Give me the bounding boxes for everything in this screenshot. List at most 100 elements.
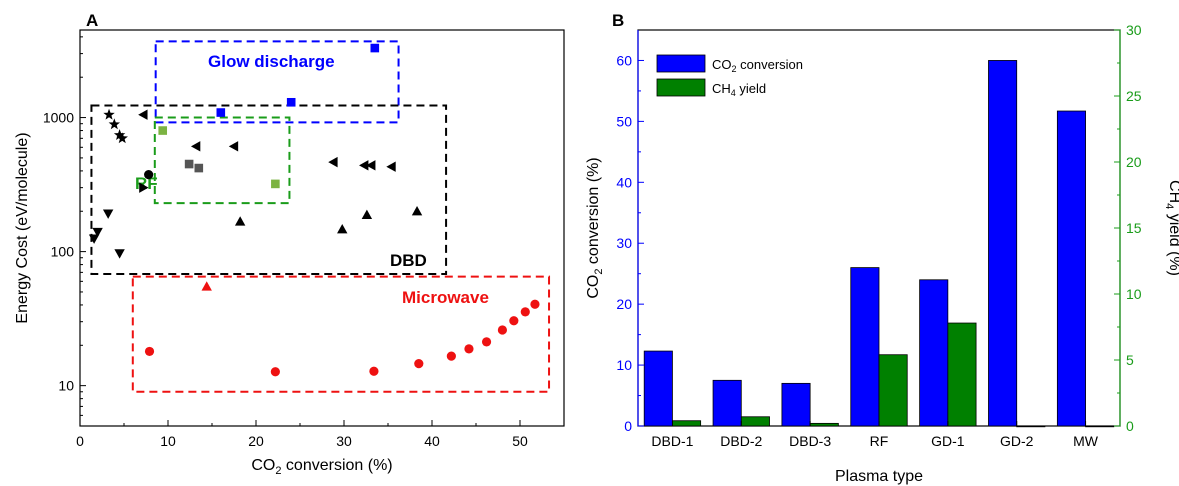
data-point-circle: [446, 351, 456, 361]
data-point-square: [271, 179, 280, 189]
data-point-circle: [481, 337, 492, 347]
data-point-triangle-down: [92, 227, 103, 238]
data-point-square: [194, 163, 204, 173]
data-point-square: [286, 97, 296, 107]
x-tick-label: GD-1: [931, 433, 965, 449]
right-y-tick-label: 15: [1126, 220, 1142, 236]
data-point-triangle-left: [366, 160, 376, 171]
legend-label-ch4: CH4 yield: [712, 81, 766, 98]
data-point-circle: [520, 307, 530, 317]
data-point-star: [116, 132, 128, 144]
right-y-tick-label: 20: [1126, 154, 1142, 170]
x-tick-label: DBD-2: [720, 433, 762, 449]
panel-a: A Glow discharge RF DBD Microwave 0 10 20 3…: [14, 11, 565, 477]
panel-b: B DBD-1 DBD-2 DBD-3 RF GD-1 GD-2 MW 0 10 20 30 40 5…: [585, 11, 1179, 485]
bar-co2-dbd-2: [712, 379, 742, 427]
x-tick-label: 30: [336, 433, 352, 449]
panel-a-x-axis-label: CO2 conversion (%): [251, 457, 392, 477]
region-box-rf: [153, 116, 291, 205]
right-y-tick-label: 25: [1126, 88, 1142, 104]
microwave-label: Microwave: [402, 288, 489, 307]
panel-b-letter: B: [612, 11, 624, 30]
panel-b-left-y-axis-label: CO2 conversion (%): [585, 157, 605, 298]
data-point-star: [108, 118, 121, 130]
panel-a-frame: [79, 29, 565, 427]
data-point-circle: [530, 299, 540, 309]
data-point-triangle-down: [102, 209, 114, 219]
x-tick-label: GD-2: [1000, 433, 1034, 449]
right-y-tick-label: 5: [1126, 352, 1134, 368]
panel-b-right-y-axis-label: CH4 yield (%): [1163, 180, 1179, 276]
bar-co2-gd-2: [988, 60, 1018, 427]
right-y-tick-label: 30: [1126, 22, 1142, 38]
panel-a-region-boxes: [90, 40, 551, 393]
panel-a-y-tick-labels: 10 100 1000: [43, 110, 74, 394]
left-y-tick-label: 10: [616, 357, 632, 373]
panel-b-x-axis-label: Plasma type: [835, 468, 923, 485]
data-point-triangle-up: [361, 209, 373, 220]
data-point-circle: [497, 325, 507, 335]
x-tick-label: RF: [870, 433, 889, 449]
glow-discharge-label: Glow discharge: [208, 52, 335, 71]
legend-swatch-ch4: [656, 78, 706, 97]
bar-ch4-mw: [1085, 425, 1115, 428]
panel-b-bars: [643, 60, 1115, 428]
x-tick-label: 50: [512, 433, 528, 449]
x-tick-label: 20: [248, 433, 264, 449]
data-point-triangle-left: [228, 141, 239, 152]
panel-a-points: [88, 43, 540, 377]
left-y-tick-label: 30: [616, 235, 632, 251]
dbd-label: DBD: [390, 251, 427, 270]
panel-b-ticks: [637, 29, 1121, 427]
x-tick-label: 0: [76, 433, 84, 449]
legend-label-co2: CO2 conversion: [712, 57, 803, 74]
bar-ch4-rf: [878, 354, 908, 427]
data-point-triangle-up: [201, 281, 212, 291]
panel-a-ticks: [79, 36, 521, 427]
left-y-tick-label: 0: [624, 418, 632, 434]
region-box-microwave: [131, 275, 551, 393]
data-point-triangle-down: [114, 249, 125, 259]
data-point-circle: [464, 344, 474, 354]
data-point-circle: [509, 316, 519, 326]
data-point-star: [103, 108, 115, 120]
panel-b-left-y-tick-labels: 0 10 20 30 40 50 60: [616, 52, 632, 434]
panel-a-letter: A: [86, 11, 98, 30]
left-y-tick-label: 40: [616, 174, 632, 190]
data-point-triangle-left: [138, 109, 148, 120]
bar-co2-rf: [850, 267, 880, 427]
y-tick-label: 100: [51, 244, 75, 260]
panel-b-right-y-tick-labels: 0 5 10 15 20 25 30: [1126, 22, 1142, 434]
data-point-circle: [414, 359, 424, 369]
panel-b-x-tick-labels: DBD-1 DBD-2 DBD-3 RF GD-1 GD-2 MW: [651, 433, 1098, 449]
x-tick-label: MW: [1073, 433, 1099, 449]
bar-ch4-dbd-3: [809, 422, 839, 427]
data-point-square: [158, 126, 168, 135]
legend-swatch-co2: [656, 54, 706, 73]
data-point-triangle-right: [139, 182, 149, 193]
panel-a-y-axis-label: Energy Cost (eV/molecule): [14, 132, 31, 323]
panel-a-x-tick-labels: 0 10 20 30 40 50: [76, 433, 528, 449]
y-tick-label: 1000: [43, 110, 74, 126]
bar-co2-mw: [1056, 110, 1086, 427]
right-y-tick-label: 0: [1126, 418, 1134, 434]
data-point-circle: [369, 366, 379, 376]
x-tick-label: 10: [160, 433, 176, 449]
bar-co2-gd-1: [919, 279, 949, 427]
data-point-star: [113, 129, 126, 140]
x-tick-label: DBD-1: [651, 433, 693, 449]
data-point-square: [184, 159, 194, 169]
bar-co2-dbd-1: [643, 350, 673, 427]
data-point-triangle-left: [359, 160, 369, 171]
region-box-glow-discharge: [154, 40, 400, 124]
data-point-circle: [144, 346, 155, 357]
bar-ch4-gd-2: [1016, 425, 1046, 428]
data-point-triangle-left: [190, 141, 201, 152]
bar-ch4-dbd-1: [672, 420, 702, 427]
panel-b-legend: CO2 conversion CH4 yield: [656, 54, 803, 98]
y-tick-label: 10: [58, 378, 74, 394]
data-point-triangle-up: [411, 206, 423, 216]
data-point-square: [216, 108, 226, 117]
data-point-triangle-up: [234, 216, 246, 226]
